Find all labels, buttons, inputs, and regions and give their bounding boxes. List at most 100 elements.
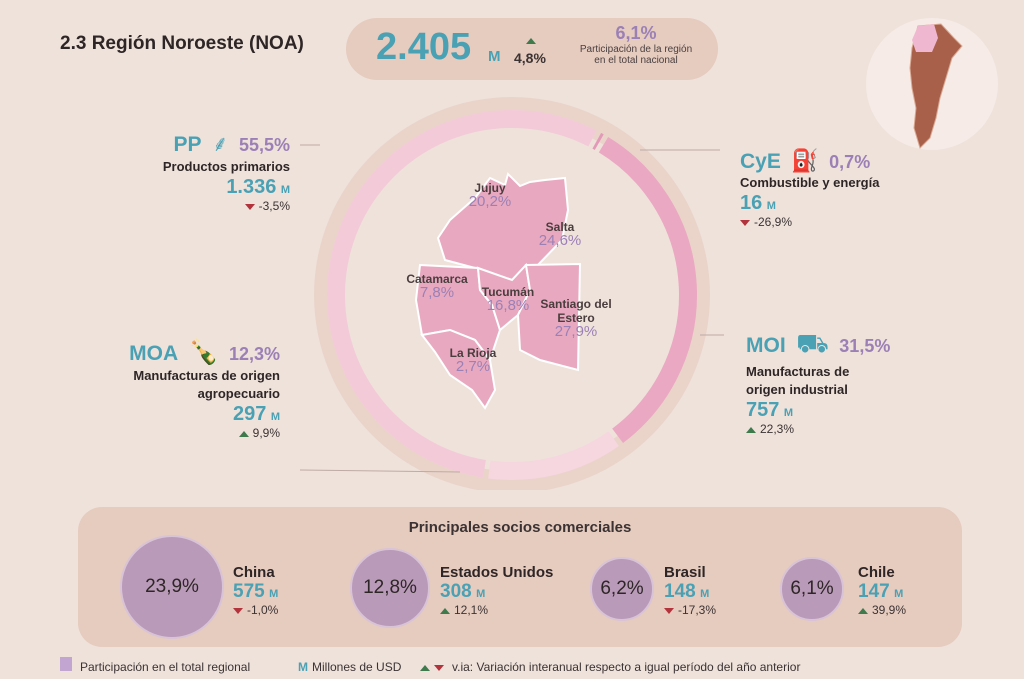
partners-title: Principales socios comerciales	[408, 519, 632, 536]
category-value: 1.336	[226, 176, 277, 198]
partner-estados-unidos: Estados Unidos 308 M 12,1%	[440, 564, 553, 617]
province-name: Catamarca	[406, 272, 468, 286]
category-code: MOA	[129, 342, 179, 365]
category-code: CyE	[740, 150, 781, 173]
noa-map	[414, 172, 582, 410]
partner-share-circle: 6,2%	[590, 557, 654, 621]
wheat-icon: ⸙	[211, 131, 229, 156]
category-variation: 9,9%	[252, 426, 280, 440]
variation-arrows-icon	[420, 660, 448, 674]
province-share: 7,8%	[419, 284, 455, 301]
category-cye: CyE ⛽ 0,7% Combustible y energía 16 M -2…	[740, 148, 900, 229]
export-ring-chart	[300, 97, 724, 490]
category-pp: PP ⸙ 55,5% Productos primarios 1.336 M -…	[150, 128, 290, 213]
argentina-locator-map	[866, 18, 998, 150]
province-name: Tucumán	[481, 285, 535, 299]
ring-segment-pp	[327, 110, 597, 478]
up-arrow-icon	[746, 427, 756, 433]
partner-variation: -1,0%	[247, 603, 279, 617]
bottle-icon: 🍾	[188, 339, 219, 366]
down-arrow-icon	[664, 608, 674, 614]
province-jujuy-salta	[436, 172, 570, 282]
province-name: Salta	[545, 220, 575, 234]
truck-icon: ⛟	[796, 328, 829, 358]
partner-variation: 12,1%	[454, 603, 489, 617]
legend-m-symbol: M	[298, 660, 308, 674]
category-name: Manufacturas de	[746, 364, 850, 379]
unit: M	[269, 588, 279, 600]
partner-name: Brasil	[664, 564, 706, 581]
category-value: 297	[233, 403, 267, 425]
unit: M	[270, 411, 280, 423]
category-moa: MOA 🍾 12,3% Manufacturas de origen agrop…	[110, 338, 280, 440]
partner-value: 147	[858, 581, 890, 602]
category-value: 16	[740, 192, 763, 214]
legend-swatch	[60, 657, 72, 671]
partner-name: Estados Unidos	[440, 564, 554, 581]
province-share: 16,8%	[486, 297, 530, 314]
category-code: MOI	[746, 334, 786, 357]
partner-china: China 575 M -1,0%	[233, 564, 278, 617]
province-name: Estero	[557, 311, 595, 325]
province-share: 24,6%	[538, 232, 582, 249]
province-share: 20,2%	[468, 193, 512, 210]
down-arrow-icon	[233, 608, 243, 614]
fuel-drop-icon: ⛽	[791, 148, 819, 173]
up-arrow-icon	[440, 608, 450, 614]
category-share: 31,5%	[839, 336, 891, 356]
category-name: Manufacturas de origen	[133, 368, 280, 383]
partner-value: 148	[664, 581, 696, 602]
unit: M	[700, 588, 710, 600]
category-share: 55,5%	[238, 135, 290, 155]
unit: M	[894, 588, 904, 600]
unit: M	[280, 184, 290, 196]
unit: M	[476, 588, 486, 600]
summary-pill: 2.405 M 4,8% 6,1% Participación de la re…	[346, 18, 718, 80]
up-arrow-icon	[858, 608, 868, 614]
partner-share-circle: 6,1%	[780, 557, 844, 621]
ring-segment-moa	[488, 431, 619, 480]
category-value: 757	[746, 399, 780, 421]
province-la-rioja	[420, 328, 497, 410]
total-variation: 4,8%	[514, 50, 546, 66]
down-arrow-icon	[244, 204, 255, 210]
partner-name: Chile	[858, 564, 895, 581]
up-arrow-icon	[238, 431, 249, 437]
share-label: Participación de la región	[579, 44, 693, 55]
partner-share-circle: 23,9%	[120, 535, 224, 639]
province-share: 27,9%	[554, 323, 598, 340]
category-variation: -3,5%	[258, 199, 290, 213]
province-share: 2,7%	[455, 358, 491, 375]
category-name: Combustible y energía	[740, 175, 880, 190]
province-name: La Rioja	[449, 346, 497, 360]
region-share: 6,1%	[615, 23, 657, 43]
up-arrow-icon	[526, 38, 536, 44]
page-title: 2.3 Región Noroeste (NOA)	[60, 33, 304, 54]
category-name: Productos primarios	[162, 159, 290, 174]
partner-share-circle: 12,8%	[350, 548, 430, 628]
category-share: 12,3%	[228, 344, 280, 364]
category-share: 0,7%	[829, 152, 871, 172]
total-unit: M	[488, 48, 501, 65]
partner-name: China	[233, 564, 275, 581]
partner-variation: -17,3%	[678, 603, 717, 617]
legend-m-label: Millones de USD	[312, 660, 402, 674]
partner-variation: 39,9%	[872, 603, 907, 617]
category-variation: 22,3%	[760, 422, 795, 436]
province-name: Jujuy	[474, 181, 506, 195]
share-label: en el total nacional	[594, 55, 678, 66]
total-value: 2.405	[376, 26, 472, 68]
category-moi: MOI ⛟ 31,5% Manufacturas de origen indus…	[746, 328, 926, 436]
category-variation: -26,9%	[754, 215, 793, 229]
ring-segment-moi	[598, 136, 697, 443]
partner-value: 308	[440, 581, 472, 602]
ring-segment-cye	[592, 132, 604, 150]
down-arrow-icon	[740, 220, 750, 226]
category-name: origen industrial	[746, 382, 848, 397]
category-code: PP	[173, 133, 202, 156]
province-santiago-del-estero	[516, 262, 582, 372]
partner-brasil: Brasil 148 M -17,3%	[664, 564, 716, 617]
province-name: Santiago del	[540, 297, 612, 311]
unit: M	[783, 407, 793, 419]
legend-via: v.ia: Variación interanual respecto a ig…	[452, 660, 801, 674]
